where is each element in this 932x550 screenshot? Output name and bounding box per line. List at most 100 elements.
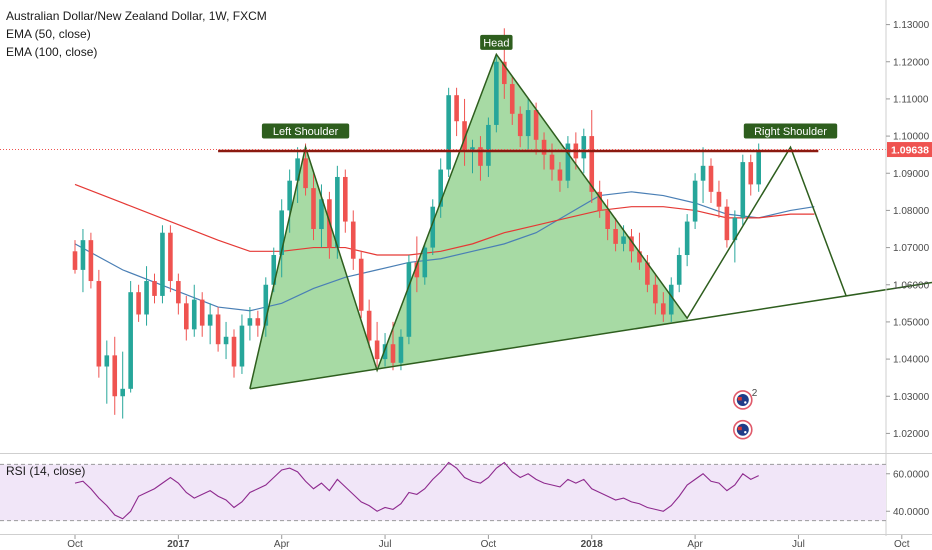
time-tick-label: 2018 xyxy=(581,539,604,550)
candle-down xyxy=(231,336,237,367)
candle-up xyxy=(335,176,340,248)
price-tick-label: 1.12000 xyxy=(893,57,930,68)
rsi-tick-label: 60.0000 xyxy=(893,469,930,480)
candle-up xyxy=(438,169,443,207)
candle-down xyxy=(350,221,356,259)
candle-down xyxy=(374,340,380,360)
candle-up xyxy=(191,299,197,330)
candlestick-series xyxy=(72,28,761,419)
candle-up xyxy=(470,147,475,151)
candle-down xyxy=(708,165,714,192)
candle-up xyxy=(398,336,404,363)
candle-up xyxy=(80,240,86,270)
candle-up xyxy=(295,158,300,181)
candle-up xyxy=(740,162,746,218)
candle-down xyxy=(112,355,118,397)
pattern-label-bg xyxy=(743,123,838,139)
candle-down xyxy=(184,303,189,330)
ema50-line xyxy=(74,191,815,312)
left-shoulder-fill xyxy=(249,147,378,389)
price-tick-label: 1.13000 xyxy=(893,20,930,31)
candle-down xyxy=(605,210,610,229)
pattern-label: Head xyxy=(483,37,509,49)
candle-down xyxy=(589,136,595,192)
candle-up xyxy=(104,355,110,367)
price-tick-label: 1.03000 xyxy=(893,392,930,403)
candle-up xyxy=(668,284,674,315)
candle-down xyxy=(255,318,261,326)
time-tick-label: Apr xyxy=(687,539,703,550)
candle-up xyxy=(247,318,253,326)
candle-down xyxy=(366,310,372,341)
price-tick-label: 1.07000 xyxy=(893,243,930,254)
pattern-outline xyxy=(249,52,847,389)
candle-up xyxy=(160,232,165,296)
candle-up xyxy=(207,314,213,326)
candle-down xyxy=(541,139,547,155)
candle-down xyxy=(509,84,515,114)
candle-up xyxy=(406,262,412,337)
candle-up xyxy=(319,199,324,229)
candle-down xyxy=(613,229,618,244)
ema100-legend: EMA (100, close) xyxy=(6,45,98,59)
candle-down xyxy=(303,158,308,189)
candle-down xyxy=(168,232,173,282)
event-badge-news[interactable] xyxy=(732,419,753,440)
price-tick-label: 1.10000 xyxy=(893,132,930,143)
ema50-legend: EMA (50, close) xyxy=(6,27,91,41)
chart-title: Australian Dollar/New Zealand Dollar, 1W… xyxy=(6,9,267,23)
candle-up xyxy=(144,281,149,315)
time-tick-label: Oct xyxy=(894,539,910,550)
pattern-label-bg xyxy=(261,123,350,139)
candle-down xyxy=(462,121,467,151)
candle-up xyxy=(676,255,682,285)
candle-up xyxy=(271,255,277,285)
pattern-label-bg xyxy=(480,34,513,50)
candle-down xyxy=(637,251,642,263)
candle-down xyxy=(549,154,555,170)
event-badge-calendar[interactable]: 2 xyxy=(732,388,758,410)
candle-up xyxy=(700,165,706,181)
candle-up xyxy=(525,110,531,137)
time-tick-label: Apr xyxy=(274,539,290,550)
rsi-tick-label: 40.0000 xyxy=(893,507,930,518)
event-badge-count: 2 xyxy=(752,388,758,399)
candle-up xyxy=(120,388,125,397)
price-tick-label: 1.04000 xyxy=(893,355,930,366)
support-trendline xyxy=(249,281,932,390)
candle-down xyxy=(96,281,102,367)
time-tick-label: Oct xyxy=(67,539,83,550)
price-tick-label: 1.02000 xyxy=(893,429,930,440)
candle-down xyxy=(597,191,602,211)
candle-up xyxy=(486,124,491,166)
rsi-panel: 60.0000 40.0000 xyxy=(0,461,930,522)
candle-down xyxy=(517,113,523,137)
candle-down xyxy=(390,344,396,363)
candle-down xyxy=(72,251,78,270)
candle-up xyxy=(756,150,761,185)
time-tick-label: Oct xyxy=(481,539,497,550)
candle-down xyxy=(653,284,658,304)
candle-down xyxy=(724,206,730,241)
candle-up xyxy=(494,61,499,125)
candle-down xyxy=(533,110,539,140)
candle-up xyxy=(223,336,229,345)
price-tick-label: 1.11000 xyxy=(893,94,929,105)
pattern-label: Right Shoulder xyxy=(754,126,827,138)
candle-up xyxy=(732,217,738,241)
candle-down xyxy=(358,258,364,311)
price-tick-label: 1.09000 xyxy=(893,169,930,180)
price-tick-label: 1.05000 xyxy=(893,317,930,328)
event-badges[interactable]: 2 xyxy=(732,388,758,440)
candle-up xyxy=(684,221,690,256)
candle-down xyxy=(716,191,722,207)
rsi-legend: RSI (14, close) xyxy=(6,464,86,478)
candle-down xyxy=(629,236,634,252)
flag-union-mark xyxy=(737,396,742,401)
candle-down xyxy=(557,169,563,181)
candle-up xyxy=(287,180,292,211)
price-tick-label: 1.06000 xyxy=(893,280,930,291)
candle-down xyxy=(176,281,181,304)
